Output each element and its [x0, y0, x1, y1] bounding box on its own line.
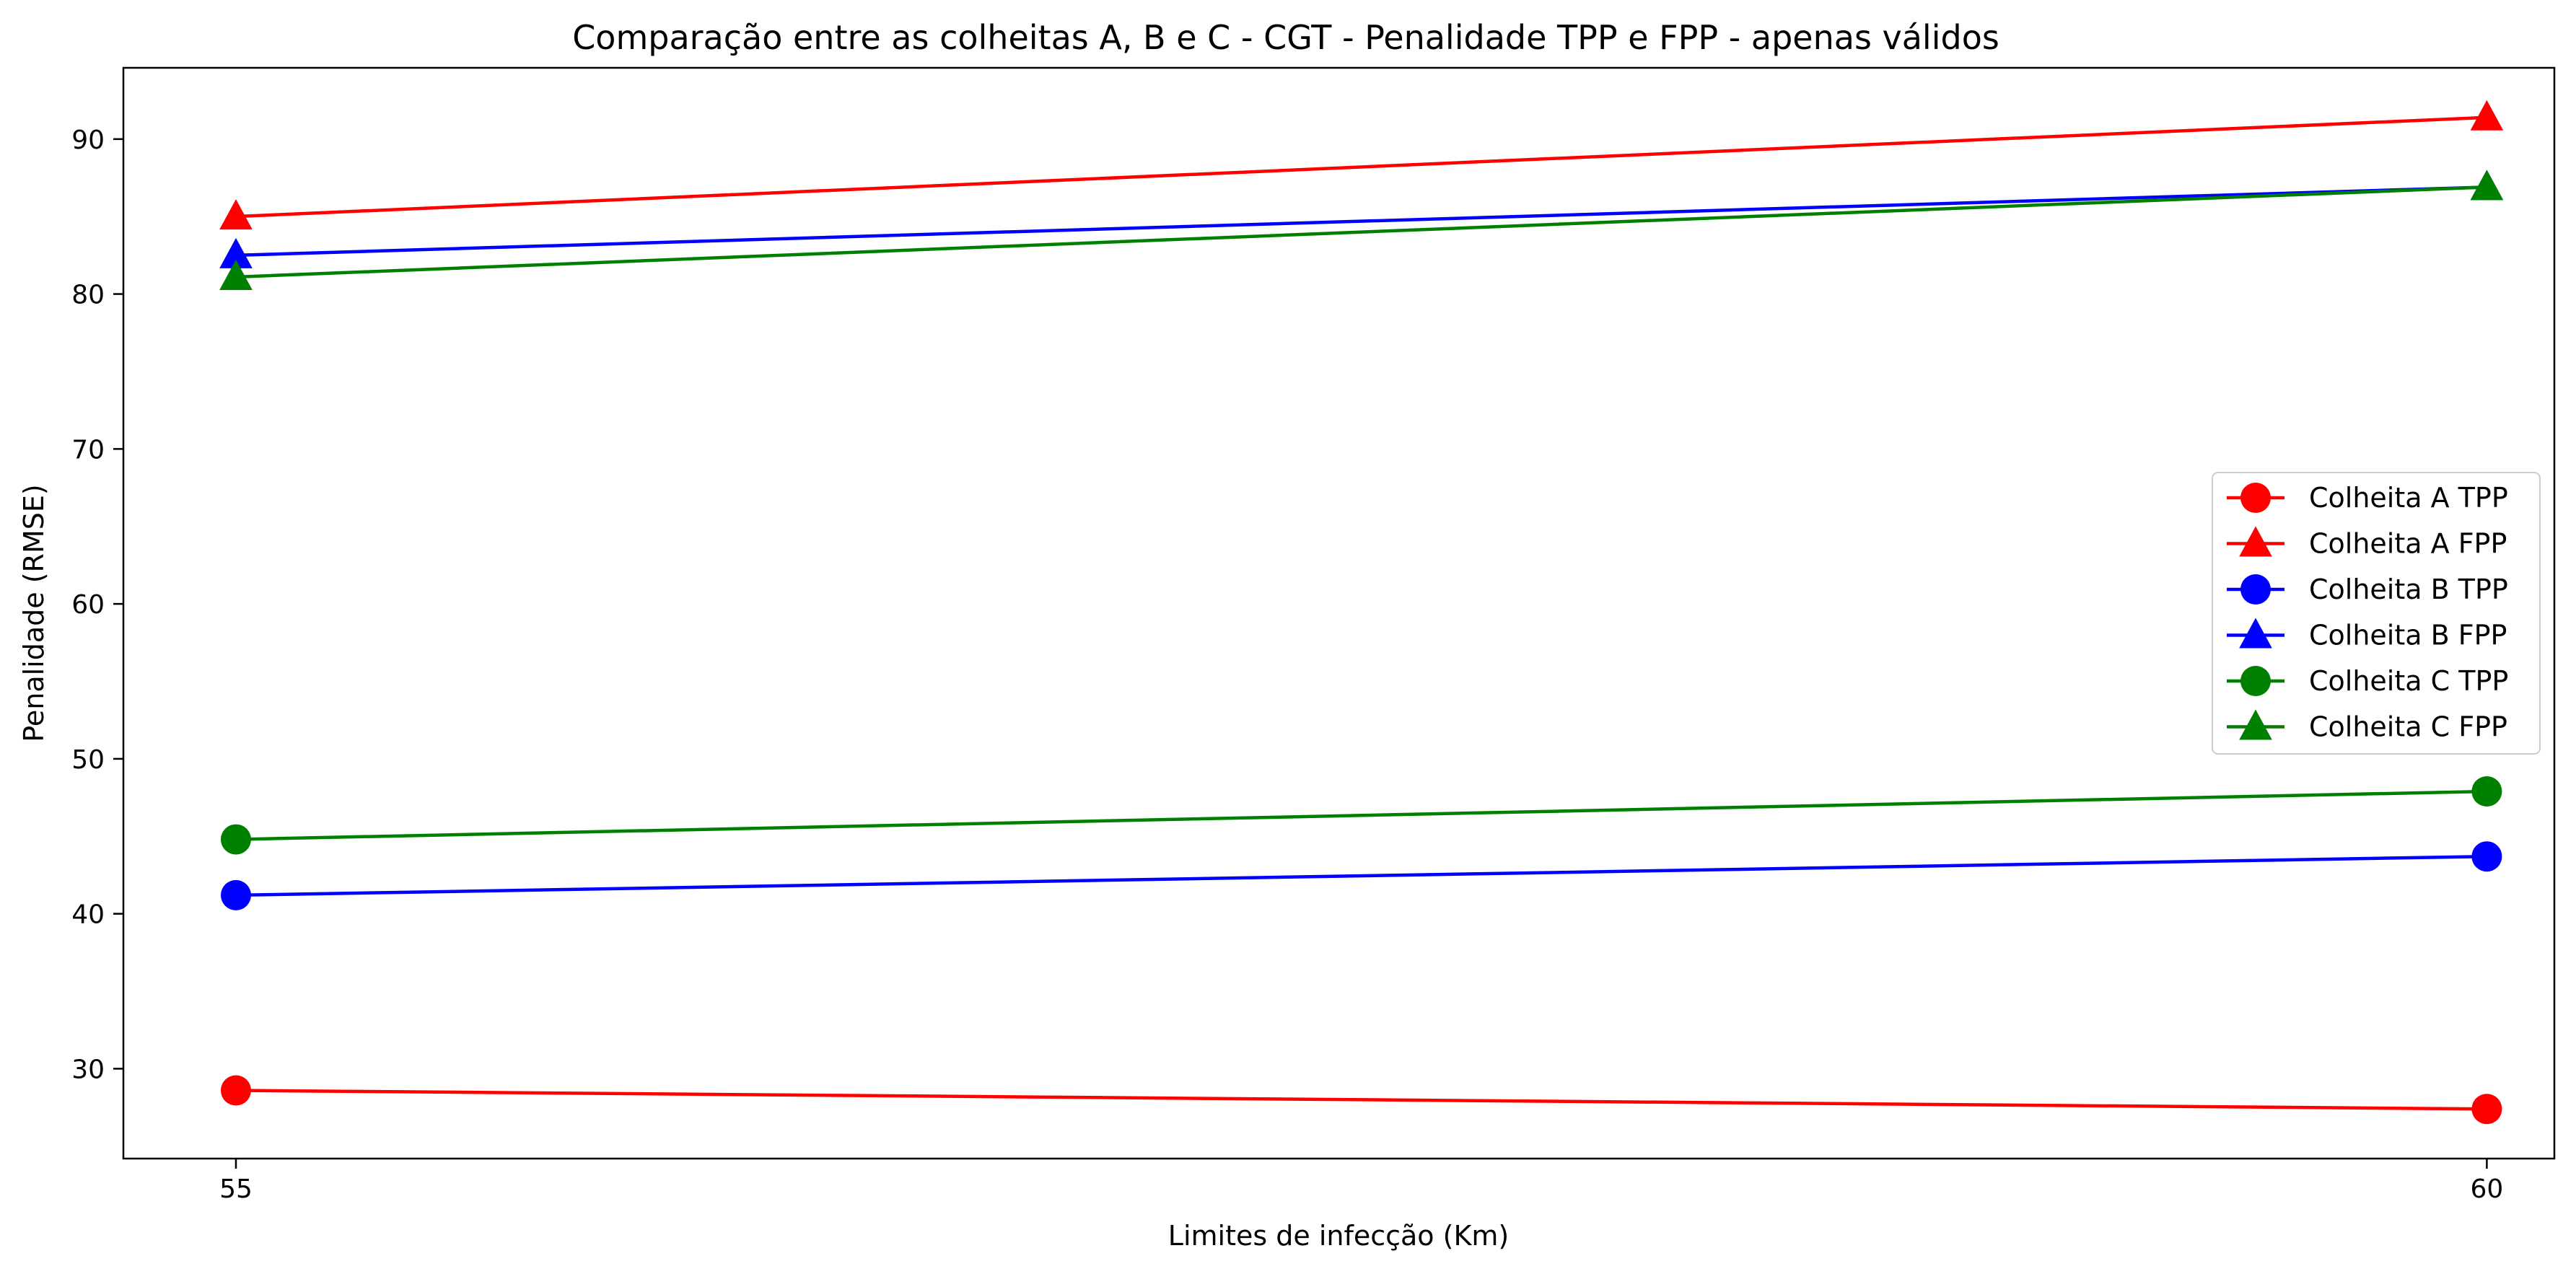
data-point [2471, 776, 2502, 807]
series-colheita-b-tpp [220, 841, 2502, 910]
legend-box [2212, 472, 2541, 755]
legend-entry: Colheita C FPP [2227, 709, 2507, 743]
data-point [2470, 100, 2504, 131]
x-tick-label: 55 [219, 1174, 253, 1204]
series-line [235, 854, 2487, 897]
series-colheita-c-fpp [219, 170, 2504, 290]
data-point [220, 824, 251, 855]
data-point [220, 879, 251, 910]
legend-entry: Colheita B TPP [2227, 574, 2508, 605]
legend-marker [2239, 526, 2272, 557]
legend-entry: Colheita C TPP [2227, 665, 2508, 697]
legend-entry: Colheita A FPP [2227, 526, 2507, 560]
legend-marker [2239, 709, 2272, 740]
data-point [219, 199, 253, 230]
legend-marker [2240, 574, 2271, 605]
legend-label: Colheita A FPP [2309, 528, 2507, 560]
series-line [235, 185, 2487, 258]
series-line [235, 789, 2487, 841]
series-colheita-c-tpp [220, 776, 2502, 855]
legend-label: Colheita C TPP [2309, 665, 2508, 697]
y-tick-label: 50 [71, 745, 105, 775]
legend: Colheita A TPP Colheita A FPP Colheita B T… [2212, 472, 2541, 755]
legend-label: Colheita B FPP [2309, 620, 2507, 651]
legend-marker [2239, 618, 2272, 649]
legend-label: Colheita A TPP [2309, 482, 2508, 514]
series-line [235, 185, 2487, 279]
series-colheita-a-tpp [220, 1075, 2502, 1125]
x-axis-label: Limites de infecção (Km) [1168, 1220, 1509, 1252]
y-axis-ticks: 30 40 50 60 70 80 90 [71, 126, 123, 1084]
series-line [235, 115, 2487, 219]
y-tick-label: 60 [71, 590, 105, 620]
data-point [2470, 170, 2504, 201]
y-tick-label: 30 [71, 1055, 105, 1084]
x-axis-ticks: 55 60 [219, 1159, 2503, 1204]
y-tick-label: 90 [71, 126, 105, 155]
x-tick-label: 60 [2471, 1174, 2504, 1204]
y-tick-label: 70 [71, 435, 105, 465]
data-point [2471, 841, 2502, 872]
data-point [2471, 1094, 2502, 1125]
data-point [220, 1075, 251, 1106]
series-colheita-a-fpp [219, 100, 2504, 230]
legend-entry: Colheita B FPP [2227, 618, 2507, 651]
legend-marker [2240, 666, 2271, 696]
legend-label: Colheita B TPP [2309, 574, 2508, 605]
series-line [235, 1089, 2487, 1111]
y-tick-label: 80 [71, 281, 105, 310]
plot-area-frame [122, 66, 2556, 1160]
y-tick-label: 40 [71, 900, 105, 930]
data-point [219, 259, 253, 290]
legend-entry: Colheita A TPP [2227, 482, 2508, 514]
data-point [219, 237, 253, 268]
y-axis-label: Penalidade (RMSE) [18, 484, 50, 742]
series-layer [219, 100, 2504, 1125]
chart-title: Comparação entre as colheitas A, B e C -… [572, 18, 1999, 57]
legend-marker [2240, 483, 2271, 513]
legend-label: Colheita C FPP [2309, 711, 2507, 743]
